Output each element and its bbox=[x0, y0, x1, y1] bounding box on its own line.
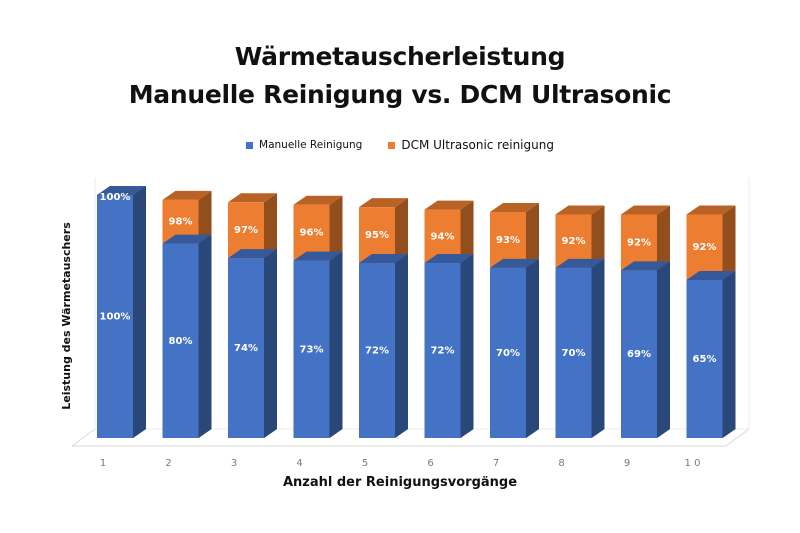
data-label-manual-2: 80% bbox=[169, 336, 193, 347]
bar-manual-10-side bbox=[722, 271, 736, 438]
chart-title: Wärmetauscherleistung bbox=[234, 42, 566, 71]
bar-manual-2 bbox=[162, 243, 199, 438]
bar-manual-8-top bbox=[555, 258, 605, 268]
bar-manual-6 bbox=[424, 263, 461, 438]
bar-manual-4-side bbox=[329, 251, 343, 438]
bar-manual-8-side bbox=[591, 258, 605, 438]
bar-manual-4-top bbox=[293, 251, 343, 261]
legend-item-dcm: DCM Ultrasonic reinigung bbox=[388, 138, 554, 152]
bar-dcm-2-top bbox=[162, 190, 212, 200]
bar-manual-10 bbox=[686, 280, 723, 438]
bar-dcm-10-top bbox=[686, 205, 736, 215]
floor-left-edge bbox=[71, 428, 96, 447]
data-label-dcm-6: 94% bbox=[431, 231, 455, 242]
data-label-dcm-8: 92% bbox=[562, 236, 586, 247]
data-label-manual-10: 65% bbox=[693, 354, 717, 365]
bar-manual-4 bbox=[293, 260, 330, 438]
data-label-manual-8: 70% bbox=[562, 348, 586, 359]
bar-manual-7-top bbox=[490, 258, 539, 268]
y-axis-title: Leistung des Wärmetauschers bbox=[60, 222, 73, 410]
data-label-dcm-2: 98% bbox=[169, 217, 193, 228]
x-tick-label-5: 5 bbox=[362, 458, 368, 469]
x-tick-label-7: 7 bbox=[493, 458, 499, 469]
legend-swatch-dcm bbox=[388, 141, 396, 149]
legend-swatch-manual bbox=[246, 141, 254, 149]
x-tick-label-6: 6 bbox=[427, 458, 433, 469]
x-tick-label-4: 4 bbox=[296, 458, 302, 469]
x-tick-label-3: 3 bbox=[231, 458, 237, 469]
bar-manual-8 bbox=[555, 267, 592, 438]
x-tick-label-9: 9 bbox=[624, 458, 630, 469]
data-label-dcm-4: 96% bbox=[300, 228, 324, 239]
bar-manual-9-side bbox=[657, 261, 670, 438]
data-label-manual-4: 73% bbox=[300, 344, 324, 355]
data-label-manual-9: 69% bbox=[627, 349, 651, 360]
bar-dcm-7-top bbox=[490, 203, 539, 213]
bar-manual-1 bbox=[97, 195, 133, 438]
bar-manual-10-top bbox=[686, 271, 736, 281]
bar-manual-9 bbox=[621, 270, 657, 438]
x-tick-label-2: 2 bbox=[165, 458, 171, 469]
data-label-manual-7: 70% bbox=[496, 348, 520, 359]
chart-legend: Manuelle Reinigung DCM Ultrasonic reinig… bbox=[0, 138, 800, 152]
bar-dcm-9-top bbox=[621, 205, 670, 215]
bar-manual-1-top bbox=[97, 186, 146, 195]
data-label-manual-1: 100% bbox=[100, 312, 131, 323]
bar-manual-5-top bbox=[359, 254, 408, 264]
bar-dcm-6-top bbox=[424, 200, 474, 210]
bar-manual-7-side bbox=[526, 258, 539, 438]
bar-manual-6-top bbox=[424, 254, 474, 264]
data-label-dcm-9: 92% bbox=[627, 237, 651, 248]
bar-dcm-4-top bbox=[293, 195, 343, 205]
data-label-dcm-10: 92% bbox=[693, 242, 717, 253]
bar-manual-1-side bbox=[133, 186, 146, 438]
legend-label-manual: Manuelle Reinigung bbox=[259, 139, 363, 151]
x-tick-label-10: 1 0 bbox=[685, 458, 701, 469]
bar-manual-3-top bbox=[228, 249, 277, 259]
bar-manual-5 bbox=[359, 263, 395, 438]
legend-label-dcm: DCM Ultrasonic reinigung bbox=[401, 138, 554, 152]
bar-manual-2-side bbox=[198, 234, 212, 438]
data-label-manual-5: 72% bbox=[365, 346, 389, 357]
floor-right-edge bbox=[725, 428, 750, 447]
bar-dcm-3-top bbox=[228, 193, 277, 203]
bar-manual-9-top bbox=[621, 261, 670, 271]
x-tick-label-1: 1 bbox=[100, 458, 106, 469]
data-label-dcm-1: 100% bbox=[100, 192, 131, 203]
legend-item-manual: Manuelle Reinigung bbox=[246, 139, 362, 151]
bar-manual-5-side bbox=[395, 254, 408, 438]
x-tick-label-8: 8 bbox=[558, 458, 564, 469]
data-label-manual-6: 72% bbox=[431, 346, 455, 357]
bar-dcm-5-top bbox=[359, 198, 408, 208]
bar-manual-3-side bbox=[264, 249, 277, 438]
bar-manual-6-side bbox=[460, 254, 474, 438]
chart-subtitle: Manuelle Reinigung vs. DCM Ultrasonic bbox=[128, 80, 672, 109]
x-axis-title: Anzahl der Reinigungsvorgänge bbox=[283, 475, 517, 490]
bar-manual-3 bbox=[228, 258, 264, 438]
bar-manual-2-top bbox=[162, 234, 212, 244]
bar-dcm-8-top bbox=[555, 205, 605, 215]
bar-manual-7 bbox=[490, 267, 526, 438]
data-label-dcm-7: 93% bbox=[496, 235, 520, 246]
data-label-dcm-3: 97% bbox=[234, 225, 258, 236]
data-label-manual-3: 74% bbox=[234, 343, 258, 354]
data-label-dcm-5: 95% bbox=[365, 230, 389, 241]
